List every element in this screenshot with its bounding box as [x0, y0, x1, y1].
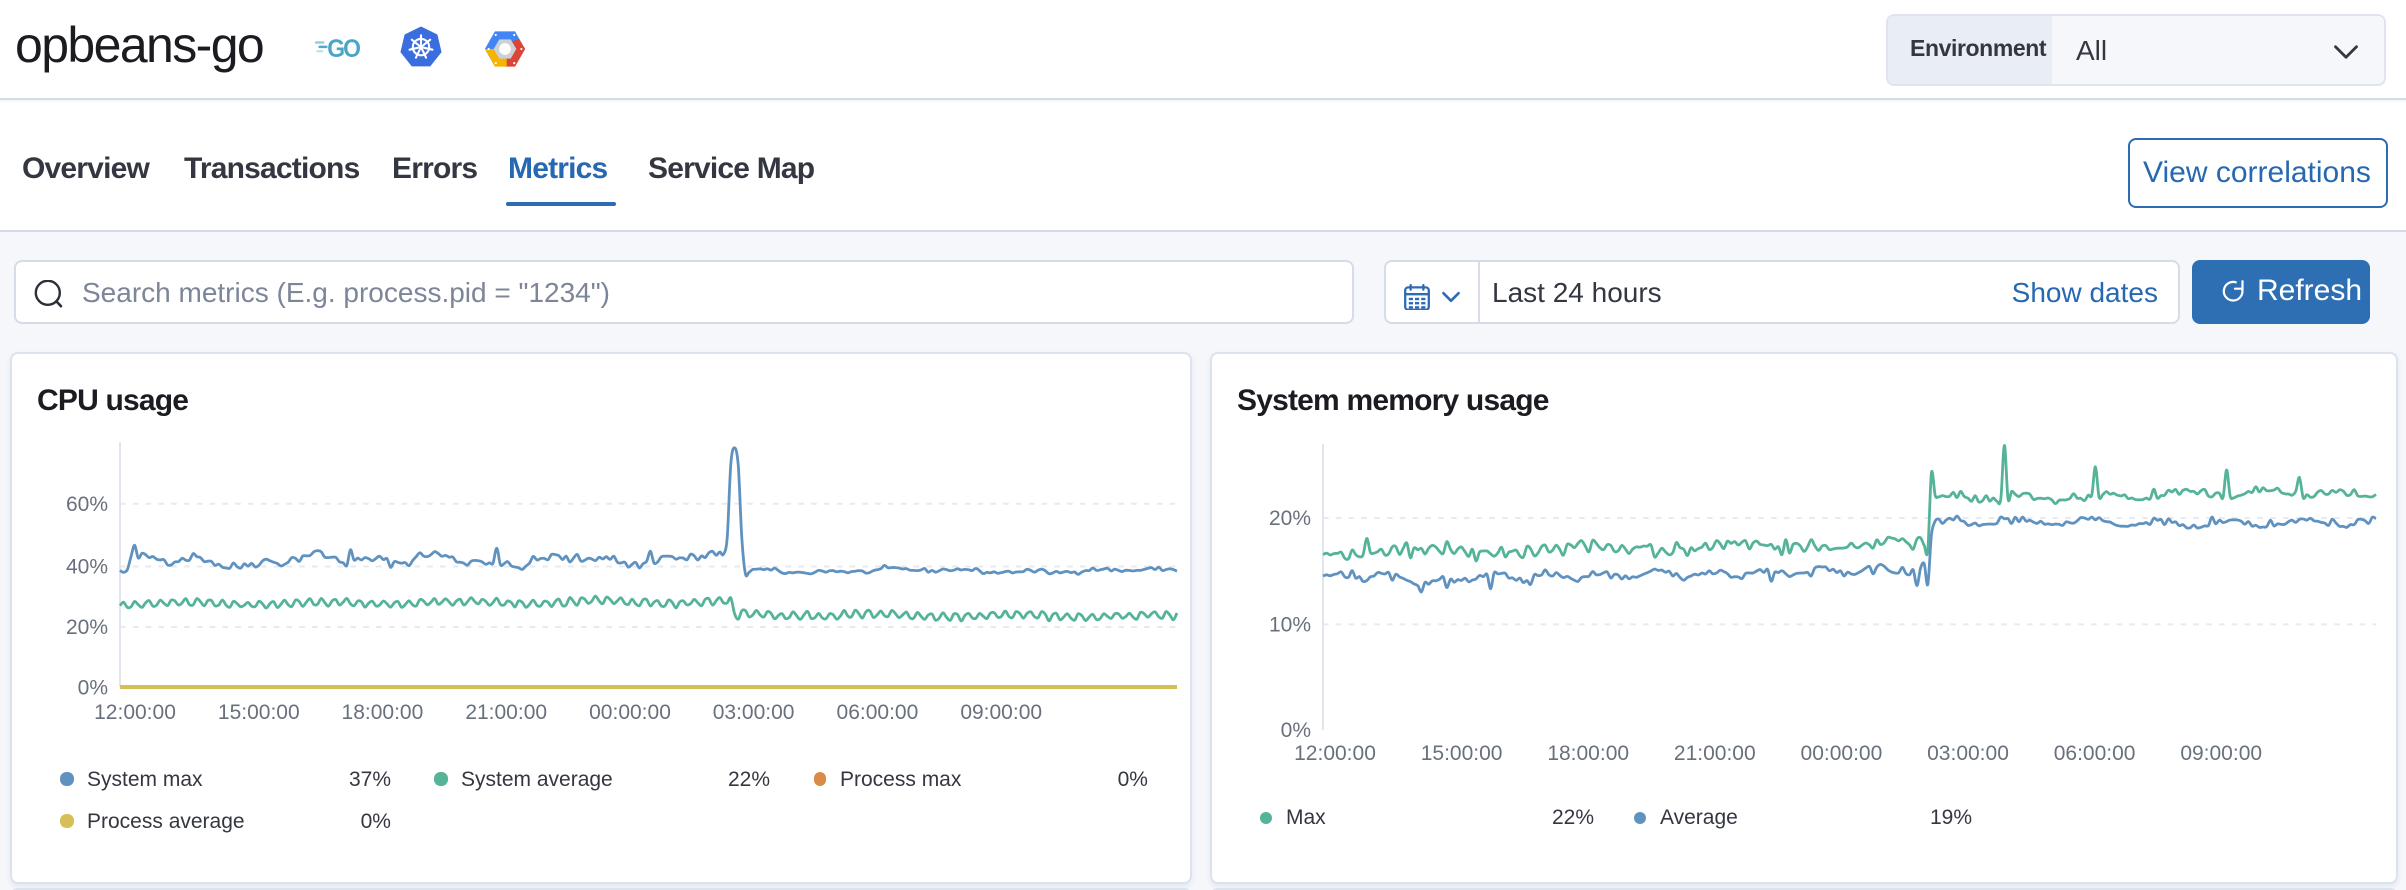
svg-text:GO: GO — [327, 35, 360, 60]
svg-text:21:00:00: 21:00:00 — [1673, 741, 1755, 764]
svg-text:03:00:00: 03:00:00 — [712, 700, 794, 723]
svg-text:60%: 60% — [65, 492, 107, 515]
svg-text:10%: 10% — [1268, 613, 1310, 636]
svg-text:06:00:00: 06:00:00 — [2053, 741, 2135, 764]
svg-text:15:00:00: 15:00:00 — [217, 700, 299, 723]
svg-text:21:00:00: 21:00:00 — [464, 700, 546, 723]
svg-text:00:00:00: 00:00:00 — [588, 700, 670, 723]
svg-text:0%: 0% — [1280, 718, 1310, 741]
svg-text:18:00:00: 18:00:00 — [1546, 741, 1628, 764]
svg-text:20%: 20% — [65, 615, 107, 638]
svg-text:15:00:00: 15:00:00 — [1420, 741, 1502, 764]
svg-text:12:00:00: 12:00:00 — [93, 700, 175, 723]
svg-text:09:00:00: 09:00:00 — [2179, 741, 2261, 764]
svg-text:03:00:00: 03:00:00 — [1926, 741, 2008, 764]
svg-text:00:00:00: 00:00:00 — [1800, 741, 1882, 764]
svg-text:12:00:00: 12:00:00 — [1293, 741, 1375, 764]
svg-text:20%: 20% — [1268, 506, 1310, 529]
svg-text:18:00:00: 18:00:00 — [341, 700, 423, 723]
svg-text:09:00:00: 09:00:00 — [959, 700, 1041, 723]
svg-text:06:00:00: 06:00:00 — [836, 700, 918, 723]
svg-text:0%: 0% — [77, 675, 107, 698]
svg-text:40%: 40% — [65, 555, 107, 578]
